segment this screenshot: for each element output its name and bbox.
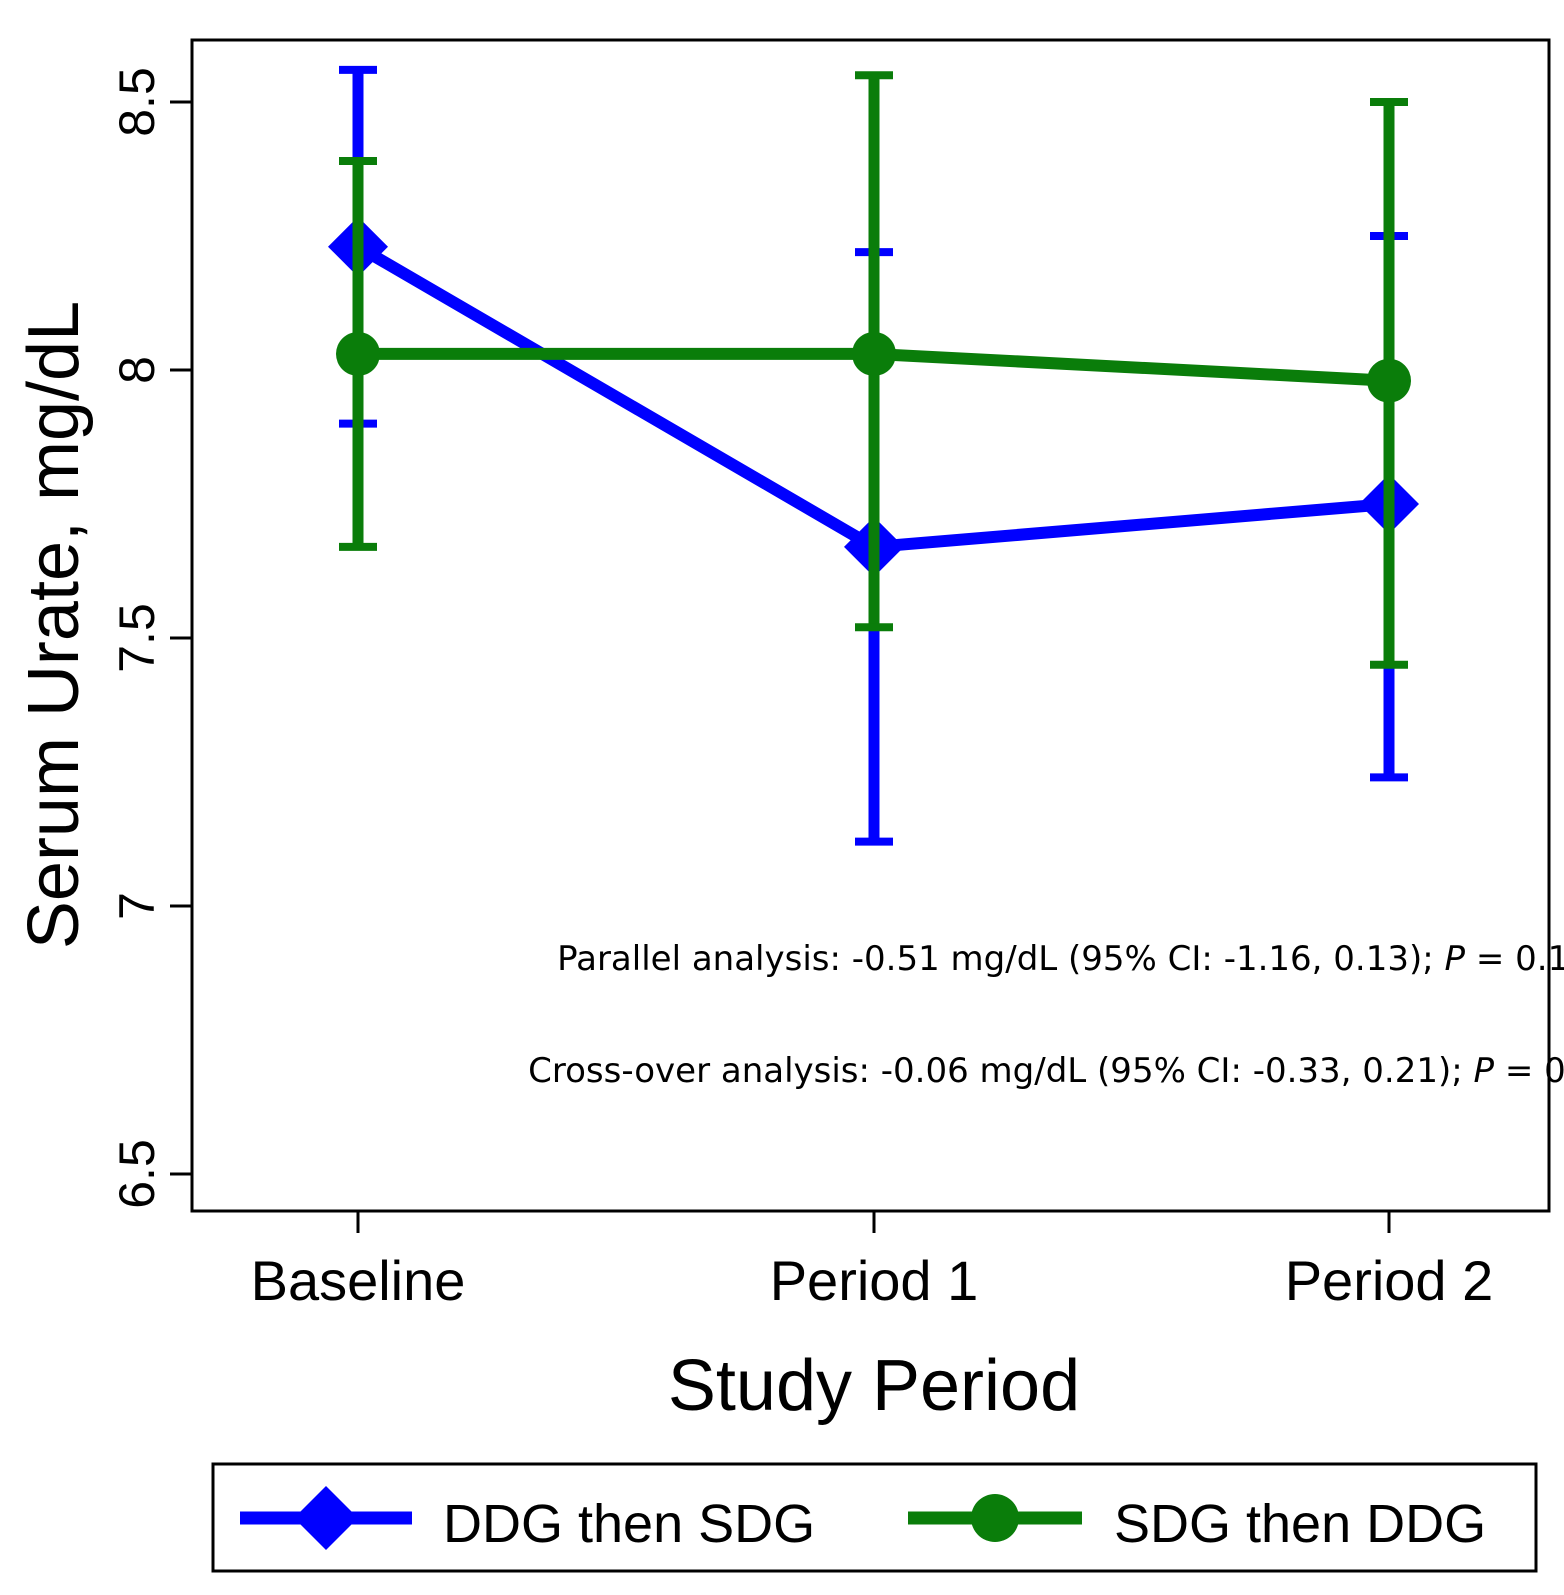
y-axis-title: Serum Urate, mg/dL [14,301,94,949]
legend-marker-sdg [971,1494,1019,1542]
y-tick-label: 7 [109,892,165,920]
y-tick-label: 7.5 [109,603,165,673]
annotation-parallel: Parallel analysis: -0.51 mg/dL (95% CI: … [557,939,1564,979]
x-tick-label: Period 2 [1285,1249,1494,1312]
x-tick-label: Baseline [251,1249,466,1312]
y-tick-label: 8.5 [109,67,165,137]
data-point [336,331,380,376]
y-tick-label: 8 [109,356,165,384]
annotation-crossover: Cross-over analysis: -0.06 mg/dL (95% CI… [528,1051,1564,1091]
series-layer [328,65,1419,846]
x-axis-title: Study Period [668,1346,1080,1426]
data-point [852,331,896,376]
legend-label-ddg: DDG then SDG [443,1494,815,1554]
plot-frame [190,38,1551,1213]
legend-marker-ddg [294,1486,358,1550]
x-tick-label: Period 1 [770,1249,979,1312]
legend: DDG then SDG SDG then DDG [211,1462,1538,1573]
series-sdg-then-ddg [336,71,1411,669]
data-point [1367,358,1411,403]
legend-label-sdg: SDG then DDG [1114,1494,1486,1554]
axes: 6.5 7 7.5 8 8.5 Baseline Period 1 Period 2 [109,67,1493,1312]
y-tick-label: 6.5 [109,1139,165,1209]
legend-box [211,1462,1538,1573]
